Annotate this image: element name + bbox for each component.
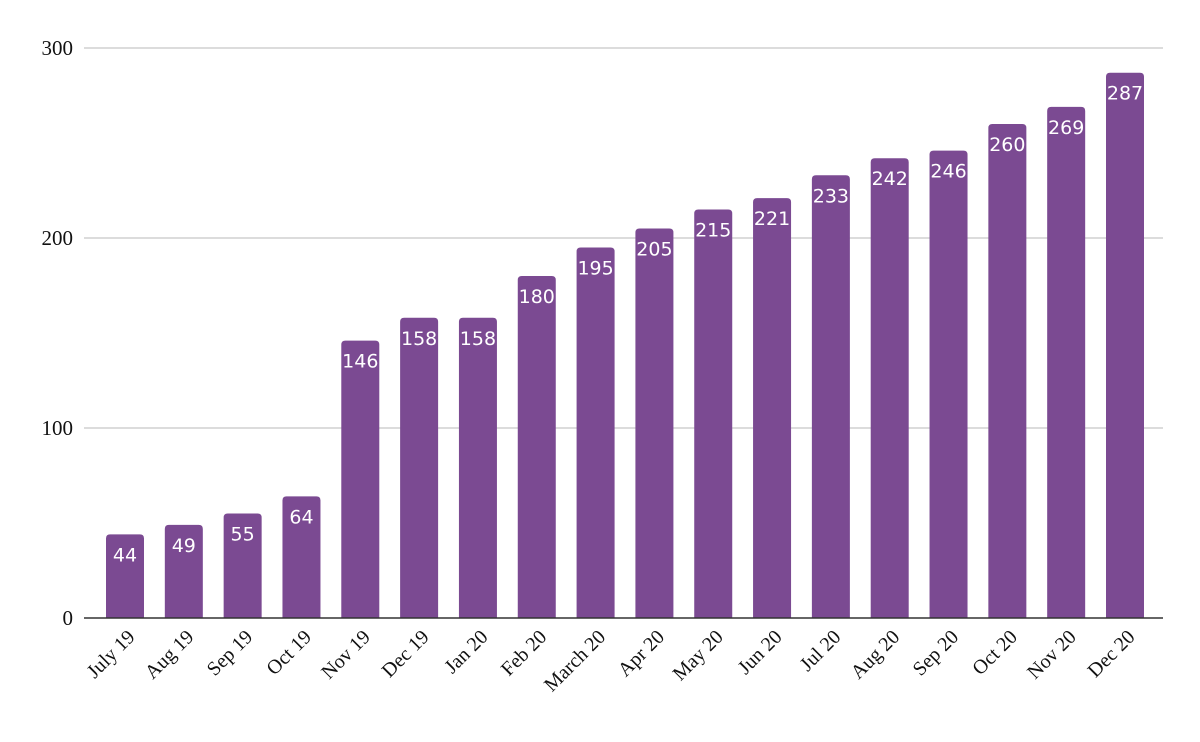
bars [106, 72, 1144, 619]
bar-nov-19 [341, 340, 380, 618]
bar-dec-20 [1106, 72, 1144, 618]
x-tick-label: Oct 20 [968, 626, 1022, 680]
bar-value-label: 55 [231, 524, 255, 546]
bar-aug-19 [164, 524, 203, 618]
x-tick-label: Nov 20 [1023, 626, 1081, 684]
bar-oct-19 [282, 496, 321, 618]
bar-value-label: 64 [289, 506, 313, 528]
bar-value-label: 49 [172, 535, 196, 557]
bar-value-label: 195 [577, 258, 613, 280]
x-tick-label: Aug 19 [141, 626, 199, 684]
x-tick-label: Jun 20 [734, 626, 787, 679]
bar-value-label: 215 [695, 220, 731, 242]
bar-value-label: 146 [342, 351, 378, 373]
bar-value-labels: 44 49 55 64 146 158 158 180 195 205 215 221 233 242 24… [111, 81, 1144, 568]
bar-value-label: 158 [401, 328, 437, 350]
bar-value-label: 205 [636, 239, 672, 261]
bar-value-label: 221 [754, 208, 790, 230]
bar-march-20 [576, 247, 615, 618]
x-tick-label: Apr 20 [614, 626, 669, 681]
bar-value-label: 242 [872, 168, 908, 190]
bar-feb-20 [517, 276, 556, 618]
bar-nov-20 [1047, 106, 1086, 619]
bar-value-label: 158 [460, 328, 496, 350]
y-axis-tick-labels: 0 100 200 300 [42, 36, 74, 630]
x-tick-label: May 20 [669, 626, 728, 685]
x-tick-label: Feb 20 [497, 626, 551, 680]
x-tick-label: Dec 20 [1084, 626, 1140, 682]
bar-july-19 [106, 534, 144, 618]
y-tick-label-300: 300 [42, 36, 74, 60]
bar-sep-20 [929, 150, 968, 618]
bar-may-20 [694, 209, 733, 618]
x-tick-label: Sep 19 [203, 626, 257, 680]
x-tick-label: Sep 20 [909, 626, 963, 680]
y-tick-label-200: 200 [42, 226, 74, 250]
x-tick-label: Aug 20 [847, 626, 905, 684]
bar-value-label: 180 [519, 286, 555, 308]
x-tick-label: July 19 [83, 626, 140, 683]
bar-value-label: 269 [1048, 117, 1084, 139]
bar-value-label: 246 [930, 161, 966, 183]
bar-jan-20 [458, 317, 497, 618]
x-tick-label: Dec 19 [378, 626, 434, 682]
bar-value-label: 287 [1107, 83, 1143, 105]
y-tick-label-100: 100 [42, 416, 74, 440]
bar-oct-20 [988, 124, 1027, 618]
bar-aug-20 [870, 158, 909, 618]
gridlines [84, 47, 1163, 429]
x-tick-label: Jan 20 [440, 626, 492, 678]
bar-sep-19 [223, 513, 262, 618]
bar-dec-19 [400, 317, 439, 618]
x-tick-label: Jul 20 [796, 626, 846, 676]
x-tick-label: Oct 19 [262, 626, 316, 680]
bar-jul-20 [811, 175, 850, 619]
bar-value-label: 44 [113, 544, 137, 566]
x-tick-label: Nov 19 [317, 626, 375, 684]
bar-jun-20 [753, 198, 792, 618]
bar-value-label: 260 [989, 134, 1025, 156]
x-axis-tick-labels: July 19 Aug 19 Sep 19 Oct 19 Nov 19 Dec 19 Jan… [83, 626, 1140, 696]
bar-value-label: 233 [813, 185, 849, 207]
y-tick-label-0: 0 [63, 606, 74, 630]
x-tick-label: March 20 [540, 626, 610, 696]
bar-apr-20 [635, 228, 674, 618]
